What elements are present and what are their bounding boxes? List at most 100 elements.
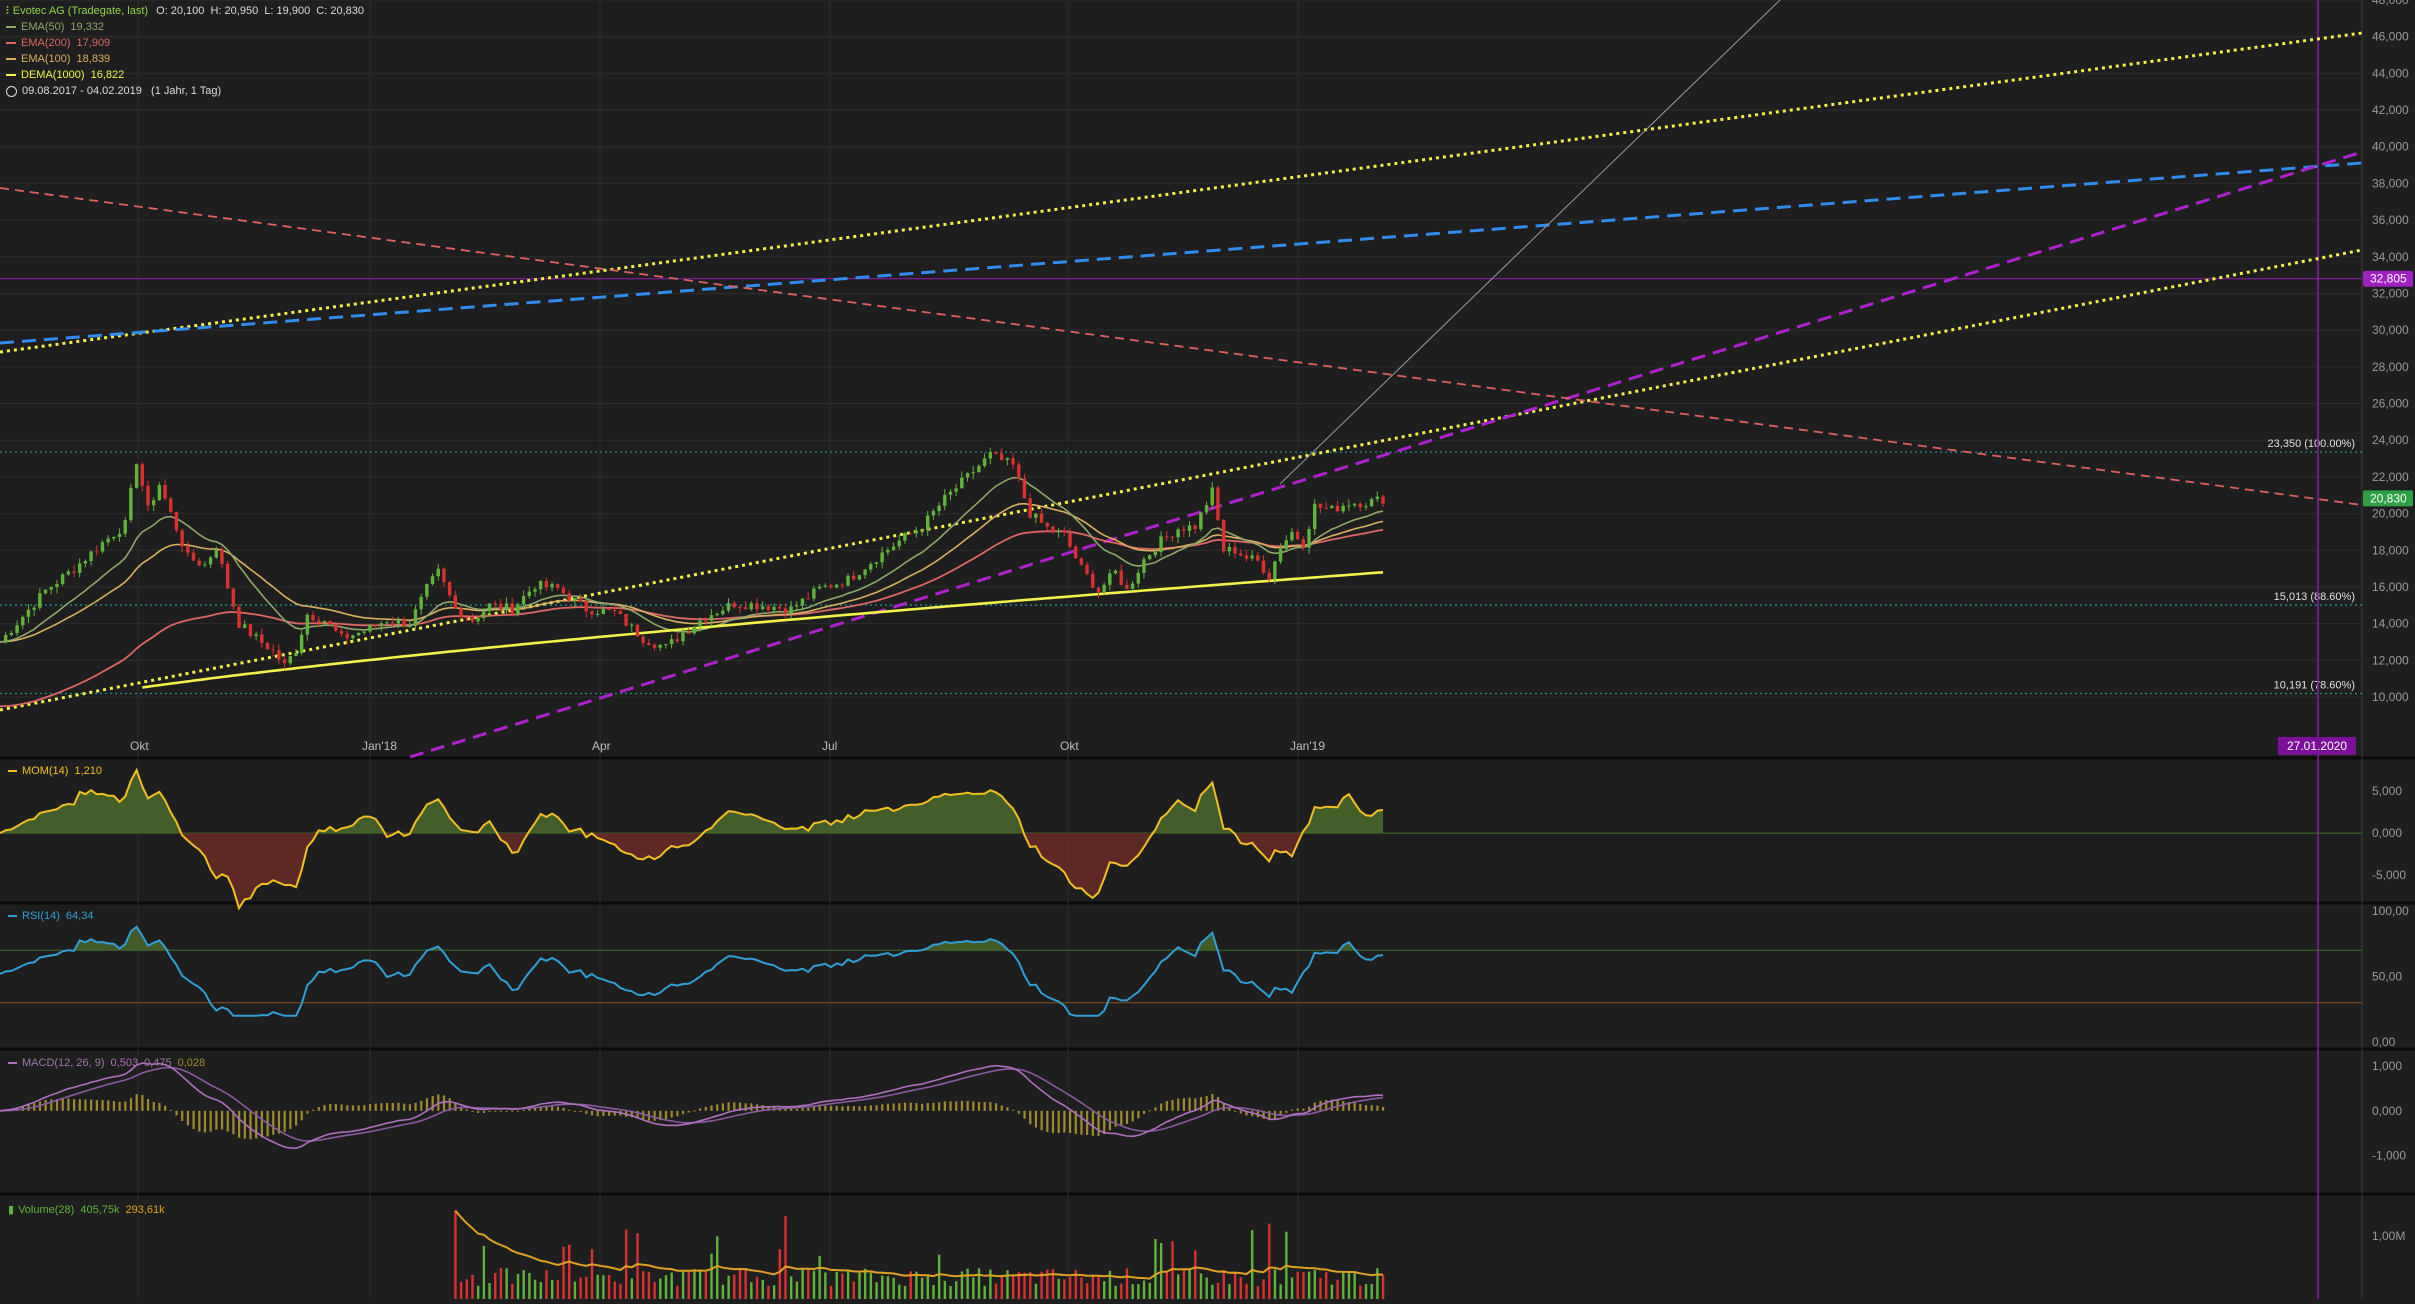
macd-histogram-bar <box>818 1105 821 1111</box>
candle-body <box>829 585 833 588</box>
candle-body <box>931 511 936 516</box>
candle-body <box>1216 487 1220 520</box>
macd-histogram-bar <box>1245 1110 1248 1116</box>
candle-body <box>1199 512 1203 530</box>
candle-body <box>647 642 651 645</box>
candle-body <box>112 537 116 539</box>
candle-body <box>954 488 958 492</box>
candle-body <box>726 603 731 611</box>
volume-label: Volume(28) <box>18 1203 75 1216</box>
volume-avg-value: 293,61k <box>125 1203 165 1216</box>
volume-bar <box>1250 1230 1254 1299</box>
macd-histogram-bar <box>1068 1110 1072 1134</box>
candle-body <box>1005 458 1010 460</box>
volume-bar <box>881 1275 884 1299</box>
volume-bar <box>573 1281 577 1299</box>
candle-body <box>1369 499 1374 507</box>
candle-body <box>1176 529 1180 538</box>
trendline-red <box>0 187 2363 506</box>
macd-histogram-bar <box>1211 1093 1214 1111</box>
macd-histogram-bar <box>1012 1109 1015 1111</box>
candle-body <box>1102 584 1106 592</box>
macd-histogram-bar <box>932 1102 935 1111</box>
macd-histogram-bar <box>1313 1102 1316 1111</box>
y-tick-label: 14,000 <box>2372 617 2409 631</box>
macd-histogram-bar <box>391 1102 394 1111</box>
ema200-line <box>0 528 1384 708</box>
macd-histogram-bar <box>357 1105 360 1111</box>
candle-body <box>840 584 845 586</box>
volume-bar <box>1068 1277 1072 1299</box>
candle-body <box>106 538 110 543</box>
macd-histogram-bar <box>528 1108 531 1111</box>
macd-histogram-bar <box>72 1099 76 1111</box>
volume-bar <box>778 1249 782 1299</box>
volume-bar <box>920 1277 924 1299</box>
candle-body <box>180 530 184 547</box>
candle-body <box>322 620 327 623</box>
volume-bar <box>636 1233 639 1299</box>
macd-histogram-bar <box>61 1098 64 1111</box>
macd-histogram-bar <box>824 1105 827 1111</box>
macd-histogram-bar <box>664 1110 668 1120</box>
macd-histogram-bar <box>630 1110 633 1118</box>
volume-bar <box>1290 1277 1294 1299</box>
volume-bar <box>835 1272 838 1299</box>
candle-body <box>1091 573 1095 588</box>
macd-y-tick: 1,000 <box>2372 1059 2402 1073</box>
volume-bar <box>568 1244 571 1299</box>
candle-body <box>248 624 253 637</box>
macd-histogram-bar <box>977 1101 981 1111</box>
volume-bar <box>1057 1278 1060 1299</box>
candle-body <box>1233 546 1237 554</box>
candle-body <box>999 453 1004 460</box>
y-tick-label: 36,000 <box>2372 213 2409 227</box>
candle-body <box>891 546 896 550</box>
candle-body <box>197 560 201 566</box>
macd-histogram-bar <box>1285 1110 1288 1113</box>
candle-body <box>1034 513 1038 518</box>
macd-histogram-bar <box>875 1105 878 1111</box>
macd-histogram-bar <box>886 1103 890 1111</box>
candle-body <box>971 472 975 474</box>
macd-histogram-bar <box>101 1100 104 1111</box>
candle-body <box>1301 539 1306 548</box>
candle-body <box>789 606 793 614</box>
macd-histogram-bar <box>1222 1103 1225 1111</box>
candle-body <box>760 606 765 610</box>
volume-bar <box>1364 1284 1368 1299</box>
candle-body <box>38 593 42 608</box>
volume-bar <box>767 1285 770 1299</box>
volume-bar <box>1165 1272 1169 1299</box>
candle-body <box>21 616 25 626</box>
candle-body <box>743 607 748 610</box>
candle-body <box>464 617 469 619</box>
candle-body <box>698 620 702 627</box>
title-row: ⫶ Evotec AG (Tradegate, last) O: 20,100 … <box>6 3 364 19</box>
candle-body <box>1284 540 1288 550</box>
candle-body <box>1182 529 1186 531</box>
volume-bar <box>721 1284 725 1299</box>
macd-histogram-bar <box>892 1103 895 1111</box>
candle-body <box>1073 546 1078 559</box>
volume-bar <box>693 1269 696 1299</box>
legend-value: 17,909 <box>76 37 111 49</box>
macd-histogram-bar <box>1160 1103 1163 1111</box>
macd-histogram-bar <box>1205 1096 1208 1111</box>
candle-body <box>169 498 173 512</box>
volume-bar <box>659 1278 662 1299</box>
x-tick-label: Okt <box>130 739 149 753</box>
candle-body <box>573 597 577 601</box>
y-tick-label: 24,000 <box>2372 433 2409 447</box>
macd-histogram-bar <box>960 1100 964 1111</box>
volume-bar <box>471 1274 474 1299</box>
macd-histogram-bar <box>585 1110 588 1114</box>
macd-histogram-bar <box>499 1110 503 1112</box>
candle-body <box>1039 513 1044 523</box>
macd-histogram-bar <box>659 1110 662 1121</box>
volume-bar <box>698 1269 702 1299</box>
macd-histogram-bar <box>1080 1110 1083 1135</box>
macd-histogram-bar <box>397 1102 400 1111</box>
